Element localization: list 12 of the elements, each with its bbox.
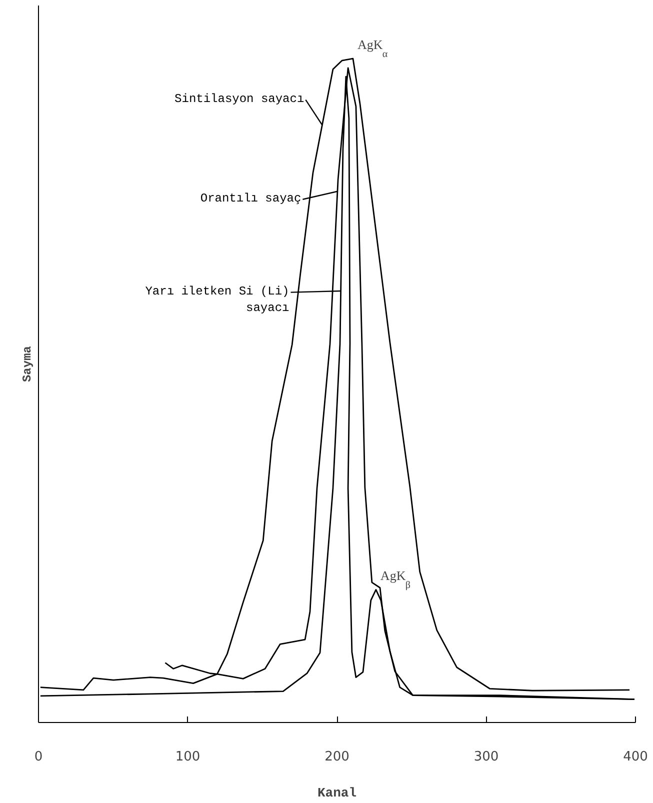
y-axis-title: Sayma	[20, 346, 34, 382]
series-label: Sintilasyon sayacı	[174, 92, 304, 106]
x-axis-title: Kanal	[317, 786, 357, 800]
legend-label: Orantılı sayaç	[200, 191, 302, 206]
annotation: AgKα	[357, 36, 388, 60]
legend-label: Yarı iletken Si (Li) sayacı	[145, 284, 290, 316]
x-tick-label: 400	[623, 750, 648, 764]
x-tick-label: 0	[34, 750, 43, 764]
x-tick-label: 200	[324, 750, 350, 764]
x-tick-label: 100	[175, 750, 200, 764]
annotation: AgKβ	[380, 568, 410, 592]
x-tick-label: 300	[474, 750, 499, 764]
